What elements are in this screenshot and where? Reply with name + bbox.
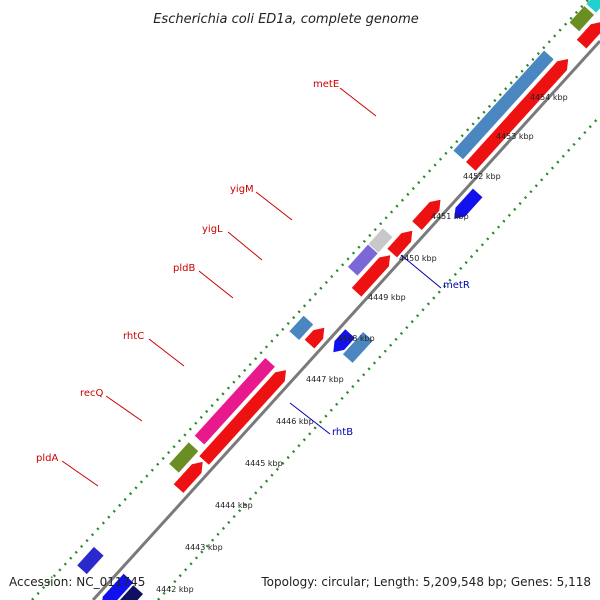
tick-label: 4453 kbp [496, 132, 534, 141]
gene-labels: metE yigM yigL pldB rhtC recQ pldA metR rhtB [36, 79, 470, 487]
gene-label-yigL: yigL [202, 224, 223, 235]
tick-label: 4444 kbp [215, 501, 253, 510]
cog-feature [119, 585, 143, 600]
tick-label: 4449 kbp [368, 293, 406, 302]
cds-forward [576, 22, 600, 49]
gene-label-metR: metR [443, 280, 470, 291]
gene-label-leader [198, 270, 234, 299]
cog-feature [77, 546, 104, 575]
cog-feature [194, 358, 275, 445]
gene-label-recQ: recQ [80, 388, 104, 399]
tick-label: 4454 kbp [530, 93, 568, 102]
kbp-ticks: 4442 kbp 4443 kbp 4444 kbp 4445 kbp 4446 kbp… [156, 93, 568, 594]
tick-label: 4450 kbp [399, 254, 437, 263]
gene-label-leader [61, 460, 99, 487]
tick-label: 4448 kbp [337, 334, 375, 343]
gene-label-leader [227, 231, 263, 261]
gene-label-yigM: yigM [230, 184, 254, 195]
tick-label: 4446 kbp [276, 417, 314, 426]
gc-track-outer [31, 0, 589, 600]
cog-feature [289, 315, 314, 340]
cds-forward [412, 199, 441, 230]
gene-label-leader [339, 87, 377, 117]
accession-text: Accession: NC_011745 [9, 575, 146, 589]
genome-backbone [91, 39, 600, 600]
genome-title: Escherichia coli ED1a, complete genome [153, 12, 419, 27]
cog-feature [569, 6, 594, 32]
cds-reverse [454, 188, 483, 219]
genome-summary-text: Topology: circular; Length: 5,209,548 bp… [261, 575, 591, 589]
cog-feature [368, 228, 393, 253]
tick-label: 4452 kbp [463, 172, 501, 181]
cds-forward [173, 461, 203, 493]
gene-label-pldB: pldB [173, 263, 195, 274]
cog-feature [453, 50, 554, 160]
gene-features [77, 0, 600, 600]
tick-label: 4447 kbp [306, 375, 344, 384]
cds-forward [387, 230, 413, 258]
cds-reverse [333, 329, 355, 353]
cds-forward [199, 370, 286, 465]
gene-label-metE: metE [313, 79, 339, 90]
gene-label-pldA: pldA [36, 453, 58, 464]
cds-forward [351, 255, 391, 297]
cds-reverse [102, 573, 134, 600]
gene-label-leader [400, 254, 442, 289]
gene-label-rhtB: rhtB [332, 427, 353, 438]
cds-forward [466, 59, 569, 171]
tick-label: 4442 kbp [156, 585, 194, 594]
tick-label: 4445 kbp [245, 459, 283, 468]
tick-label: 4443 kbp [185, 543, 223, 552]
gene-label-rhtC: rhtC [123, 331, 144, 342]
cog-feature [347, 244, 378, 276]
cog-feature [586, 0, 600, 13]
gene-label-leader [289, 402, 331, 435]
gene-label-leader [255, 191, 293, 221]
cog-feature [342, 332, 373, 363]
cds-forward [304, 327, 325, 349]
gc-track-inner [157, 115, 600, 600]
cog-feature [169, 442, 199, 473]
gene-label-leader [148, 338, 185, 367]
gene-label-leader [105, 395, 143, 422]
tick-label: 4451 kbp [431, 212, 469, 221]
